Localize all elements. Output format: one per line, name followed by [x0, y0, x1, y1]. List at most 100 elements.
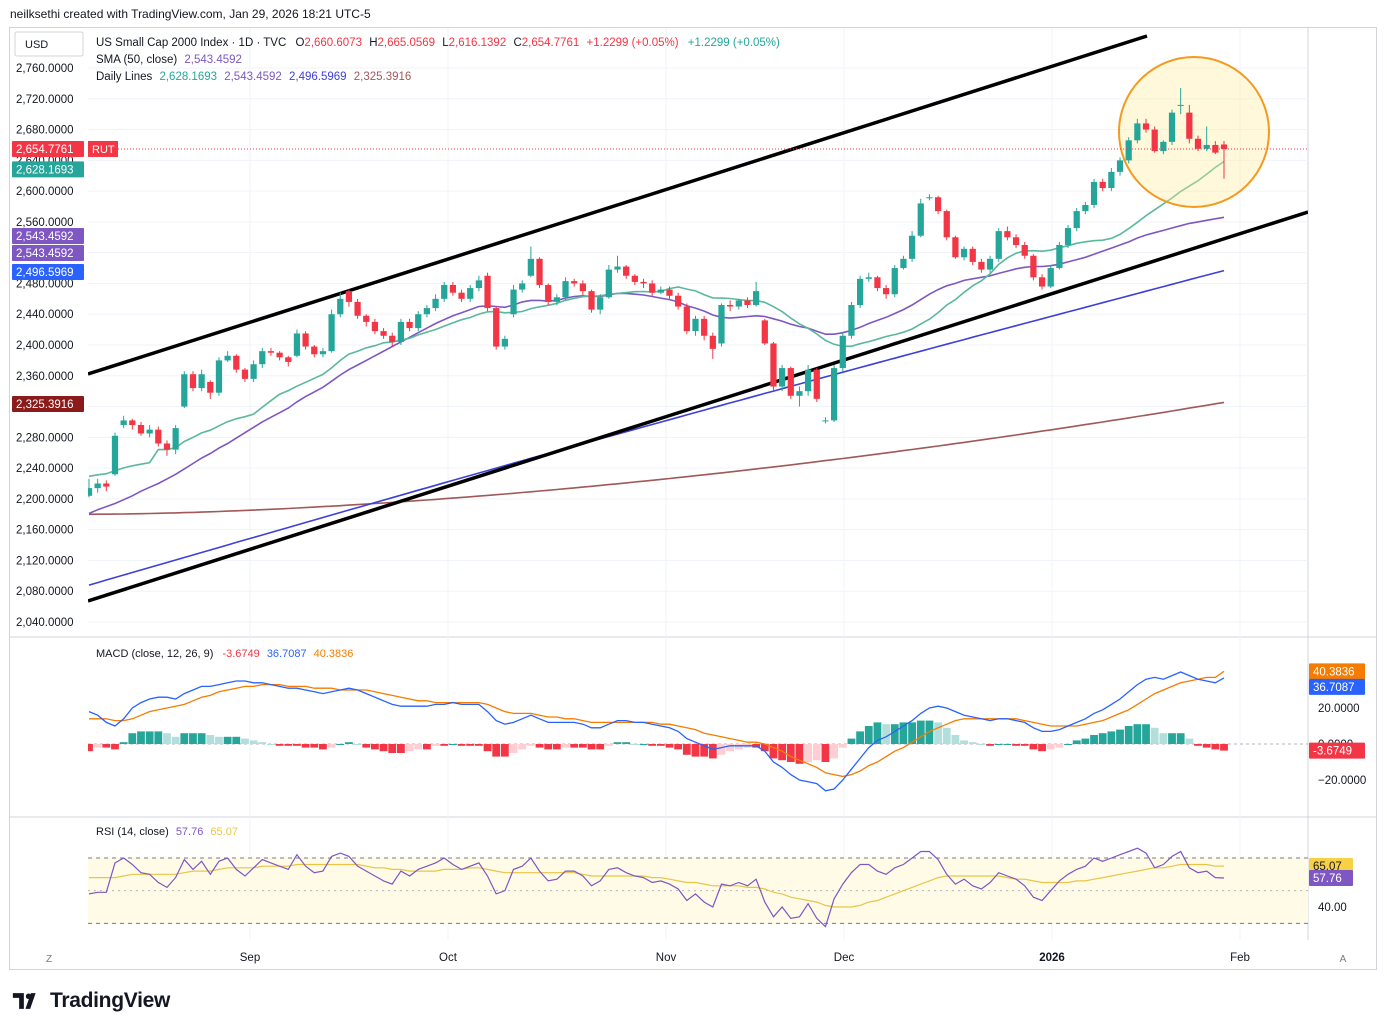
currency-label: USD — [25, 39, 48, 51]
macd-histogram-bar — [301, 744, 310, 748]
candle-body — [796, 391, 803, 396]
macd-histogram-bar — [353, 744, 362, 745]
macd-histogram-bar — [578, 744, 587, 748]
candle-body — [900, 258, 907, 269]
auto-scale-button[interactable]: A — [1340, 954, 1347, 965]
macd-signal-badge-bg — [1309, 663, 1365, 680]
macd-histogram-bar — [587, 744, 596, 750]
candle-body — [571, 281, 578, 284]
candle-body — [545, 284, 552, 302]
candle-body — [371, 321, 379, 332]
macd-histogram-bar — [397, 744, 405, 753]
candle-body — [960, 248, 968, 258]
macd-signal-badge: 40.3836 — [1313, 666, 1355, 678]
macd-signal-line — [89, 670, 1225, 778]
macd-histogram-bar — [544, 744, 553, 750]
macd-histogram-bar — [804, 744, 813, 762]
price-badge-bg — [12, 140, 84, 157]
zoom-reset-button[interactable]: Z — [46, 954, 52, 965]
time-tick-label: 2026 — [1039, 952, 1065, 964]
macd-histogram-bar — [474, 744, 483, 746]
candle-body — [787, 368, 794, 396]
candle-body — [1108, 171, 1115, 189]
macd-histogram-bar — [760, 744, 769, 752]
time-tick-label: Feb — [1230, 952, 1250, 964]
candle-body — [88, 488, 93, 496]
axis-labels: 2,760.00002,720.00002,680.00002,640.0000… — [16, 63, 1366, 964]
macd-histogram-bar — [1124, 726, 1133, 744]
macd-histogram-bar — [561, 744, 570, 748]
candle-body — [631, 275, 638, 282]
candle-body — [744, 300, 751, 305]
highlight-circle — [1118, 56, 1270, 208]
macd-histogram-bar — [93, 744, 102, 748]
attribution-text: neilksethi created with TradingView.com,… — [10, 7, 371, 21]
grid — [88, 28, 1308, 940]
price-tick-label: 2,720.0000 — [16, 94, 74, 106]
candle-body — [1056, 244, 1063, 269]
macd-histogram-bar — [1090, 735, 1098, 744]
candle-body — [354, 301, 361, 316]
candle-body — [172, 428, 179, 450]
time-tick-label: Dec — [834, 952, 855, 964]
candle-body — [1073, 211, 1080, 229]
macd-legend: MACD (close, 12, 26, 9) -3.6749 36.7087 … — [96, 648, 353, 660]
macd-histogram-bar — [1029, 744, 1038, 750]
macd-histogram-bar — [925, 720, 934, 744]
macd-histogram-bar — [137, 731, 145, 744]
price-badge: 2,654.7761 — [16, 144, 74, 156]
candle-body — [830, 368, 838, 421]
macd-histogram-bar — [267, 744, 275, 745]
ma20-badge-bg — [12, 161, 84, 178]
rsi-legend: RSI (14, close) 57.76 65.07 — [96, 826, 238, 838]
macd-histogram-bar — [873, 722, 882, 744]
macd-histogram-bar — [1081, 738, 1090, 744]
macd-histogram-bar — [1168, 733, 1176, 744]
macd-histogram-bar — [197, 733, 206, 744]
macd-tick-label: 20.0000 — [1318, 703, 1360, 715]
candle-body — [770, 343, 777, 387]
candle-body — [406, 321, 413, 329]
candle-body — [189, 374, 197, 389]
ma200-line — [88, 401, 1225, 516]
macd-histogram-bar — [310, 744, 319, 748]
macd-histogram-bar — [128, 733, 137, 744]
macd-histogram-bar — [293, 744, 301, 746]
macd-histogram-bar — [509, 744, 518, 753]
tradingview-logo-icon — [12, 993, 36, 1009]
price-tick-label: 2,400.0000 — [16, 340, 74, 352]
macd-histogram-bar — [284, 744, 293, 746]
tradingview-logo[interactable]: TradingView — [12, 989, 170, 1013]
ma20-badge: 2,628.1693 — [16, 164, 74, 176]
candle-body — [1047, 268, 1054, 287]
candle-body — [267, 351, 275, 353]
candle-body — [337, 298, 344, 315]
macd-histogram-bar — [916, 720, 925, 744]
macd-histogram-bar — [648, 744, 657, 746]
macd-histogram-bar — [1107, 731, 1116, 744]
macd-histogram-bar — [570, 744, 579, 748]
candle-body — [553, 297, 560, 302]
symbol-badge-bg — [88, 140, 118, 157]
candle-body — [449, 284, 457, 293]
candle-body — [692, 318, 699, 332]
macd-pane[interactable] — [85, 670, 1308, 792]
macd-histogram-bar — [319, 744, 327, 750]
candle-body — [986, 258, 994, 270]
macd-histogram-bar — [1150, 727, 1159, 744]
price-badges: 2,654.7761 RUT 2,628.1693 2,543.4592 2,543.4… — [12, 140, 1365, 886]
macd-histogram-bar — [968, 742, 977, 744]
price-tick-label: 2,600.0000 — [16, 186, 74, 198]
candle-body — [753, 291, 760, 305]
macd-histogram-bar — [604, 744, 613, 746]
price-pane[interactable] — [86, 34, 1308, 603]
currency-box[interactable] — [14, 31, 84, 57]
price-tick-label: 2,480.0000 — [16, 278, 74, 290]
candle-body — [761, 320, 768, 344]
candle-body — [285, 357, 292, 362]
price-tick-label: 2,760.0000 — [16, 63, 74, 75]
macd-histogram-bar — [1220, 744, 1228, 751]
macd-histogram-bar — [622, 742, 631, 744]
rsi-pane[interactable] — [88, 847, 1308, 928]
